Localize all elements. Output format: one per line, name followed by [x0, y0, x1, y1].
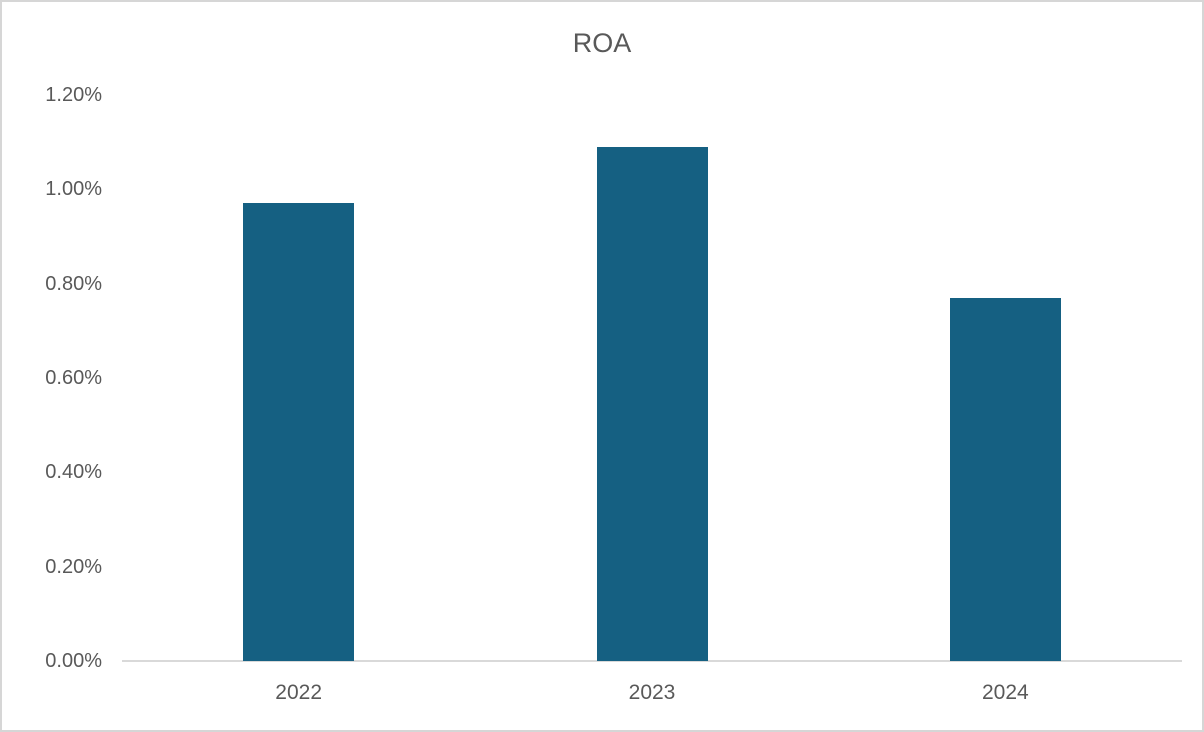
y-axis-tick-label: 1.20%	[45, 84, 102, 106]
bar-2022[interactable]	[243, 203, 355, 661]
x-axis-tick-label: 2024	[981, 681, 1029, 704]
y-axis-tick-label: 0.20%	[45, 555, 102, 578]
bar-2024[interactable]	[949, 297, 1061, 661]
chart-title: ROA	[572, 28, 632, 58]
y-axis-tick-label: 0.80%	[45, 272, 102, 295]
y-axis-tick-label: 0.00%	[45, 650, 102, 672]
y-axis-tick-label: 0.60%	[45, 367, 102, 389]
x-axis-tick-label: 2022	[275, 681, 323, 704]
x-axis-tick-label: 2023	[628, 681, 676, 704]
y-axis-tick-label: 0.40%	[45, 461, 102, 484]
x-axis-line	[122, 660, 1182, 662]
bar-2023[interactable]	[596, 146, 708, 661]
y-axis-tick-label: 1.00%	[45, 178, 102, 201]
